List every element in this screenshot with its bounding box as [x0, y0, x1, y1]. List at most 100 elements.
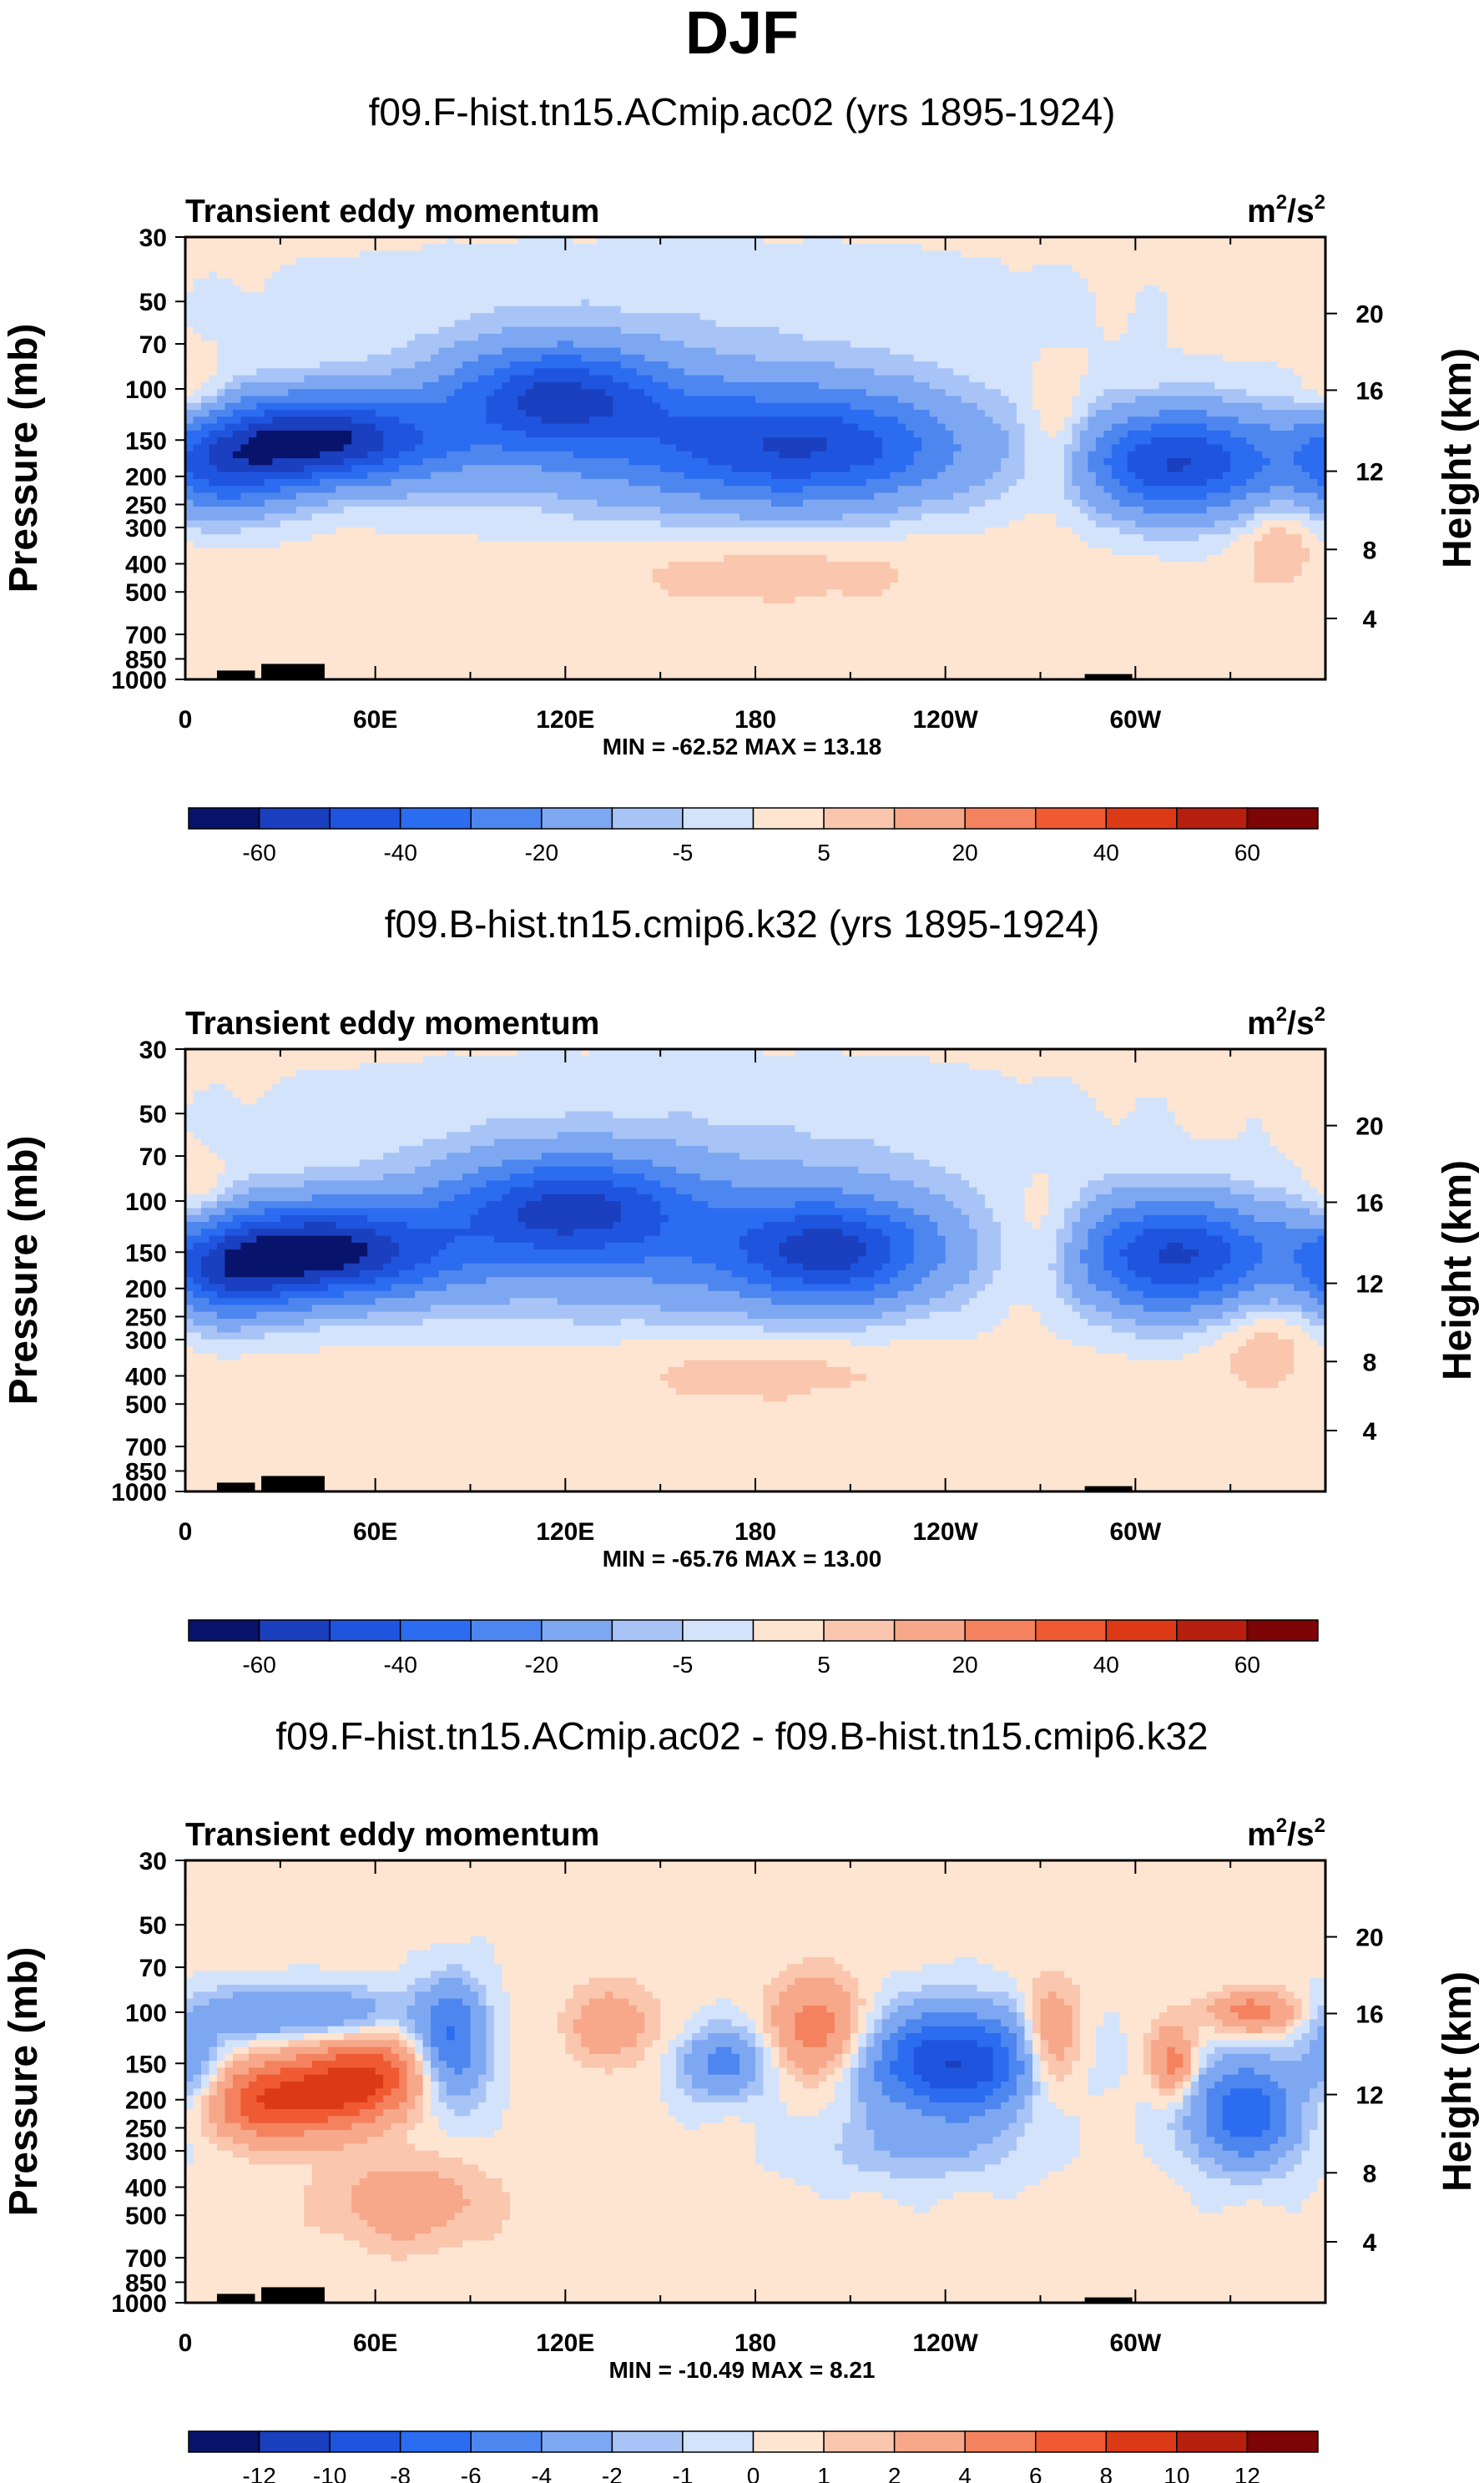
- x-tick-label: 0: [179, 2329, 193, 2357]
- y-tick-label: 300: [125, 2138, 167, 2166]
- topography-mask: [261, 664, 325, 679]
- y2-axis-title: Height (km): [1436, 348, 1480, 568]
- panel-title: f09.F-hist.tn15.ACmip.ac02 - f09.B-hist.…: [275, 1714, 1208, 1758]
- colorbar-swatch: [682, 2430, 755, 2453]
- colorbar-label: -10: [313, 2463, 346, 2483]
- colorbar-label: -40: [383, 1652, 416, 1678]
- y2-axis-title: Height (km): [1436, 1971, 1480, 2192]
- y-tick-label: 500: [125, 579, 167, 607]
- y-tick-label: 30: [139, 1848, 167, 1875]
- colorbar-swatch: [470, 1619, 543, 1642]
- y2-tick-label: 8: [1363, 537, 1377, 564]
- colorbar-label: -5: [672, 1652, 693, 1678]
- y-tick-label: 400: [125, 1364, 167, 1391]
- colorbar-label: -20: [525, 840, 558, 866]
- colorbar-label: -60: [242, 1652, 275, 1678]
- topography-mask: [261, 2287, 325, 2303]
- topography-mask: [216, 1482, 255, 1491]
- colorbar-swatch: [470, 2430, 543, 2453]
- units-label: m2/s2: [1247, 191, 1325, 230]
- y-tick-label: 50: [139, 1101, 167, 1128]
- colorbar-label: -2: [602, 2463, 623, 2483]
- colorbar-label: 5: [817, 1652, 830, 1678]
- colorbar-swatch: [1176, 807, 1249, 830]
- colorbar-label: 12: [1234, 2463, 1260, 2483]
- y-tick-label: 30: [139, 225, 167, 252]
- y-tick-label: 500: [125, 1391, 167, 1419]
- colorbar-label: 60: [1234, 1652, 1260, 1678]
- y2-tick-label: 16: [1355, 2001, 1383, 2028]
- colorbar-swatch: [752, 807, 825, 830]
- topography-mask: [1084, 674, 1133, 679]
- topography-mask: [216, 670, 255, 679]
- y-tick-label: 400: [125, 552, 167, 579]
- y2-tick-label: 16: [1355, 377, 1383, 405]
- colorbar-label: 8: [1100, 2463, 1113, 2483]
- colorbar-label: -5: [672, 840, 693, 866]
- colorbar-swatch: [399, 2430, 472, 2453]
- y-tick-label: 850: [125, 1458, 167, 1486]
- min-max-label: MIN = -65.76 MAX = 13.00: [603, 1546, 882, 1572]
- colorbar-swatch: [1176, 1619, 1249, 1642]
- colorbar-swatch: [611, 2430, 684, 2453]
- y-tick-label: 250: [125, 2115, 167, 2142]
- colorbar-swatch: [823, 807, 896, 830]
- y-tick-label: 150: [125, 427, 167, 455]
- units-label: m2/s2: [1247, 1814, 1325, 1853]
- x-tick-label: 120E: [536, 2329, 594, 2357]
- y-tick-label: 50: [139, 1912, 167, 1940]
- contour-field: [185, 237, 1325, 679]
- colorbar-swatch: [1035, 2430, 1108, 2453]
- y2-tick-label: 4: [1363, 606, 1377, 633]
- colorbar-swatch: [541, 2430, 613, 2453]
- variable-name: Transient eddy momentum: [185, 1817, 599, 1853]
- y-tick-label: 200: [125, 464, 167, 492]
- colorbar: -60 -40 -20 -5 5 20 40 60: [188, 807, 1319, 866]
- colorbar-label: 10: [1163, 2463, 1189, 2483]
- colorbar-label: 2: [888, 2463, 901, 2483]
- topography-mask: [1084, 2297, 1133, 2303]
- colorbar-swatch: [964, 1619, 1037, 1642]
- x-tick-label: 60W: [1109, 706, 1161, 734]
- colorbar-swatch: [1246, 2430, 1319, 2453]
- y-tick-label: 200: [125, 1276, 167, 1304]
- x-tick-label: 180: [734, 706, 776, 734]
- y2-tick-label: 12: [1355, 459, 1383, 487]
- x-tick-label: 0: [179, 706, 193, 734]
- colorbar-swatch: [1035, 807, 1108, 830]
- colorbar-label: -12: [242, 2463, 275, 2483]
- y-tick-label: 200: [125, 2087, 167, 2115]
- colorbar-label: 20: [952, 840, 978, 866]
- x-tick-label: 60E: [353, 1518, 397, 1546]
- x-tick-label: 60E: [353, 2329, 397, 2357]
- x-tick-label: 120E: [536, 1518, 594, 1546]
- x-tick-label: 120E: [536, 706, 594, 734]
- colorbar-swatch: [893, 807, 966, 830]
- colorbar-swatch: [682, 807, 755, 830]
- colorbar-swatch: [964, 2430, 1037, 2453]
- x-tick-label: 0: [179, 1518, 193, 1546]
- contour-field: [185, 1049, 1325, 1491]
- y2-tick-label: 20: [1355, 301, 1383, 329]
- colorbar-label: -60: [242, 840, 275, 866]
- colorbar-label: -4: [531, 2463, 552, 2483]
- colorbar-swatch: [893, 2430, 966, 2453]
- colorbar-swatch: [752, 2430, 825, 2453]
- chart-panel-3: f09.F-hist.tn15.ACmip.ac02 - f09.B-hist.…: [2, 1714, 1480, 2483]
- y2-tick-label: 20: [1355, 1113, 1383, 1141]
- x-tick-label: 120W: [912, 706, 978, 734]
- y-tick-label: 70: [139, 1955, 167, 1982]
- colorbar-swatch: [258, 807, 331, 830]
- y-tick-label: 250: [125, 492, 167, 519]
- y-axis-title: Pressure (mb): [2, 324, 46, 593]
- y-tick-label: 850: [125, 2269, 167, 2297]
- colorbar-label: 60: [1234, 840, 1260, 866]
- y-tick-label: 700: [125, 2245, 167, 2273]
- y-tick-label: 250: [125, 1304, 167, 1331]
- colorbar-swatch: [1105, 807, 1178, 830]
- colorbar-label: -40: [383, 840, 416, 866]
- variable-name: Transient eddy momentum: [185, 1006, 599, 1042]
- y2-tick-label: 12: [1355, 1271, 1383, 1299]
- colorbar-label: 0: [747, 2463, 760, 2483]
- colorbar-label: 20: [952, 1652, 978, 1678]
